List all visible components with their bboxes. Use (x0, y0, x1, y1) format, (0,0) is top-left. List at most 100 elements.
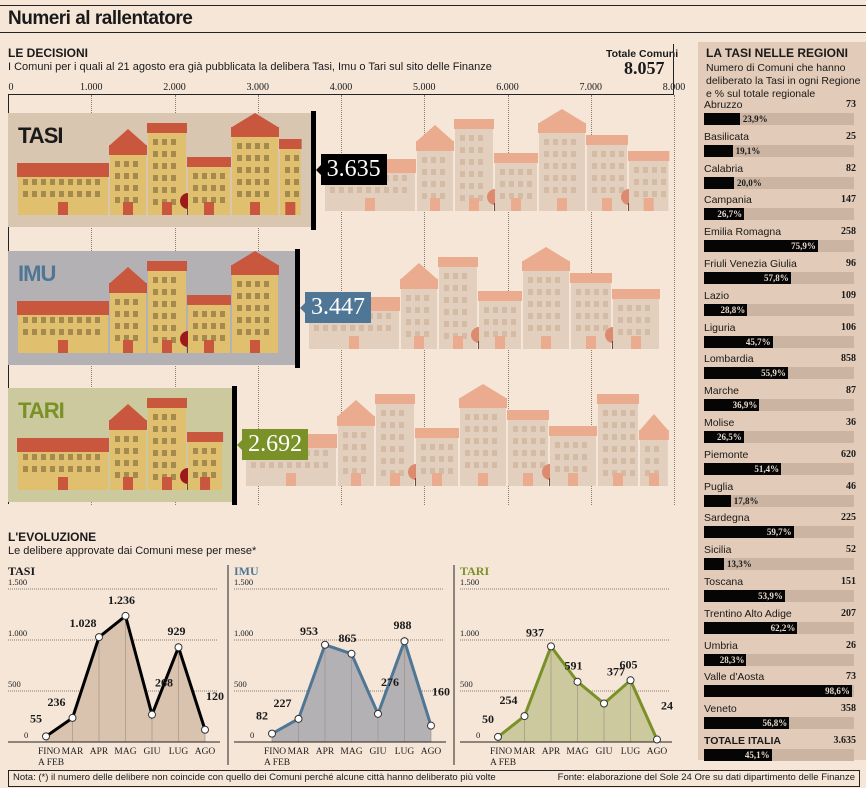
x-tick-label: MAR (288, 747, 310, 757)
region-pct-label: 56,8% (762, 718, 788, 729)
region-name: Puglia (704, 480, 734, 493)
data-label: 120 (206, 689, 224, 703)
region-count: 151 (841, 576, 856, 587)
region-count: 358 (841, 703, 856, 715)
region-pct-track: 20,0% (704, 176, 854, 189)
x-tick-label: AGO (195, 747, 216, 757)
x-tick-label: 4.000 (329, 82, 353, 93)
bar-label: IMU (18, 261, 56, 286)
region-row: Liguria 106 45,7% (704, 322, 856, 352)
region-name: Marche (704, 385, 740, 398)
region-row: Valle d'Aosta 73 98,6% (704, 671, 856, 701)
x-tick-label: APR (90, 747, 109, 757)
region-pct-label: 51,4% (754, 463, 780, 474)
y-tick-label: 0 (24, 730, 28, 740)
x-tick-label: AGO (421, 747, 442, 757)
region-pct-label: 20,0% (737, 177, 762, 188)
decisions-subtitle: I Comuni per i quali al 21 agosto era gi… (8, 61, 492, 73)
region-pct-track: 13,3% (704, 558, 854, 571)
region-pct-track: 75,9% (704, 240, 854, 253)
region-pct-track: 17,8% (704, 494, 854, 507)
region-pct-track: 55,9% (704, 367, 854, 380)
region-name: Valle d'Aosta (704, 671, 765, 684)
x-tick-label: FINO (490, 747, 512, 757)
region-row: Emilia Romagna 258 75,9% (704, 226, 856, 256)
data-point (547, 642, 555, 651)
region-pct-bar (704, 621, 798, 634)
x-tick-label: 1.000 (80, 82, 103, 93)
y-tick-label: 500 (8, 679, 21, 689)
bar-value-label: 3.635 (315, 154, 387, 185)
region-row: Lazio 109 28,8% (704, 290, 856, 320)
tasi-regions-panel: LA TASI NELLE REGIONI Numero di Comuni c… (698, 42, 866, 761)
region-pct-track: 57,8% (704, 272, 854, 284)
region-row: Campania 147 26,7% (704, 194, 856, 224)
data-point (520, 712, 529, 721)
region-pct-label: 28,3% (719, 654, 745, 665)
region-pct-bar (704, 749, 772, 761)
region-name: Molise (704, 417, 735, 429)
region-pct-bar (704, 653, 747, 666)
region-name: Basilicata (704, 130, 749, 143)
data-label: 929 (168, 624, 186, 638)
x-tick-label: MAG (114, 747, 136, 757)
region-row: Trentino Alto Adige 207 62,2% (704, 608, 856, 638)
data-label: 605 (620, 657, 638, 671)
region-name: Lombardia (704, 353, 754, 366)
region-pct-bar (704, 462, 782, 475)
evolution-subtitle: Le delibere approvate dai Comuni mese pe… (8, 545, 257, 557)
data-point (573, 677, 582, 686)
region-name: Veneto (704, 703, 737, 716)
x-tick-label: APR (542, 747, 561, 757)
region-name: Umbria (704, 639, 738, 652)
data-point (42, 732, 50, 741)
data-label: 377 (607, 665, 625, 679)
evolution-panel-title: TARI (460, 564, 489, 578)
region-pct-bar (704, 494, 731, 507)
region-row: Piemonte 620 51,4% (704, 449, 856, 479)
x-tick-label: GIU (596, 747, 613, 757)
region-count: 96 (846, 258, 856, 269)
region-pct-bar (704, 113, 740, 125)
region-pct-label: 57,8% (763, 273, 789, 283)
data-label: 268 (155, 676, 173, 690)
x-tick-label: FINO (264, 747, 286, 757)
region-row: Marche 87 36,9% (704, 385, 856, 415)
y-tick-label: 0 (476, 730, 480, 740)
region-pct-track: 56,8% (704, 717, 854, 730)
regions-heading: LA TASI NELLE REGIONI (706, 46, 849, 60)
skyline-illustration (17, 113, 302, 215)
region-pct-label: 53,9% (758, 591, 783, 601)
data-label: 276 (381, 675, 399, 689)
data-point (374, 709, 382, 718)
data-point (201, 725, 209, 734)
data-label: 227 (274, 696, 292, 710)
data-point (321, 640, 329, 649)
axis-baseline (8, 94, 674, 95)
region-count: 36 (846, 417, 856, 428)
title-rule (0, 32, 866, 33)
y-tick-label: 1.000 (460, 628, 479, 638)
region-pct-label: 17,8% (733, 495, 759, 506)
region-pct-track: 45,7% (704, 335, 854, 348)
region-pct-label: 62,2% (770, 622, 796, 633)
bar-end-marker (232, 386, 238, 505)
region-pct-bar (704, 399, 760, 412)
y-tick-label: 500 (460, 679, 473, 689)
region-pct-bar (704, 590, 785, 602)
region-pct-track: 26,7% (704, 208, 854, 221)
bar-end-marker (310, 111, 316, 230)
x-tick-label: LUG (395, 747, 415, 757)
x-tick-label: 7.000 (579, 82, 603, 93)
data-point (400, 637, 409, 646)
region-count: 25 (846, 130, 856, 142)
x-tick-label: 0 (8, 82, 14, 93)
region-count: 73 (846, 671, 856, 683)
x-tick-label: MAG (340, 747, 362, 757)
data-label: 591 (565, 659, 583, 673)
data-label: 254 (500, 693, 518, 707)
region-count: 207 (841, 607, 856, 619)
data-point (626, 676, 635, 685)
bar-label: TARI (18, 398, 65, 423)
region-name: Trentino Alto Adige (704, 607, 792, 620)
